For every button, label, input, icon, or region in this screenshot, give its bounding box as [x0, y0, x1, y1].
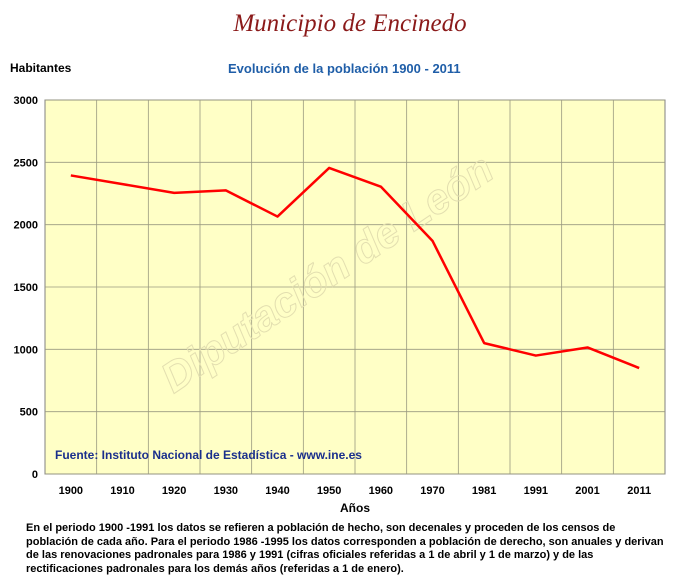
- x-tick-label: 2011: [627, 485, 651, 497]
- y-tick-label: 500: [20, 407, 38, 419]
- x-tick-label: 1930: [214, 485, 238, 497]
- x-tick-label: 1991: [524, 485, 548, 497]
- y-tick-label: 3000: [14, 95, 38, 107]
- x-tick-label: 1910: [110, 485, 134, 497]
- x-tick-label: 2001: [575, 485, 599, 497]
- y-tick-label: 0: [32, 469, 38, 481]
- methodology-footnote: En el periodo 1900 -1991 los datos se re…: [26, 522, 664, 575]
- y-axis-label: Habitantes: [10, 61, 72, 75]
- source-note: Fuente: Instituto Nacional de Estadístic…: [55, 448, 362, 462]
- x-tick-label: 1900: [59, 485, 83, 497]
- chart-title: Municipio de Encinedo: [233, 10, 467, 37]
- y-tick-label: 2500: [14, 157, 38, 169]
- y-tick-labels: 0 500 1000 1500 2000 2500 3000: [14, 95, 38, 481]
- x-tick-label: 1950: [317, 485, 341, 497]
- line-chart: Diputación de León 050010001500200025003…: [14, 95, 666, 515]
- x-tick-labels: 1900 1910 1920 1930 1940 1950 1960 1970 1981 1991…: [59, 485, 652, 497]
- x-tick-label: 1940: [265, 485, 289, 497]
- chart-subtitle: Evolución de la población 1900 - 2011: [228, 61, 461, 76]
- population-line: [70, 166, 640, 370]
- x-tick-label: 1981: [472, 485, 496, 497]
- y-tick-label: 1500: [14, 282, 38, 294]
- x-tick-label: 1970: [420, 485, 444, 497]
- y-tick-label: 2000: [14, 220, 38, 232]
- x-tick-label: 1920: [162, 485, 186, 497]
- y-tick-label: 1000: [14, 344, 38, 356]
- x-tick-label: 1960: [369, 485, 393, 497]
- x-axis-label: Años: [340, 501, 370, 515]
- grid-lines: [45, 99, 665, 475]
